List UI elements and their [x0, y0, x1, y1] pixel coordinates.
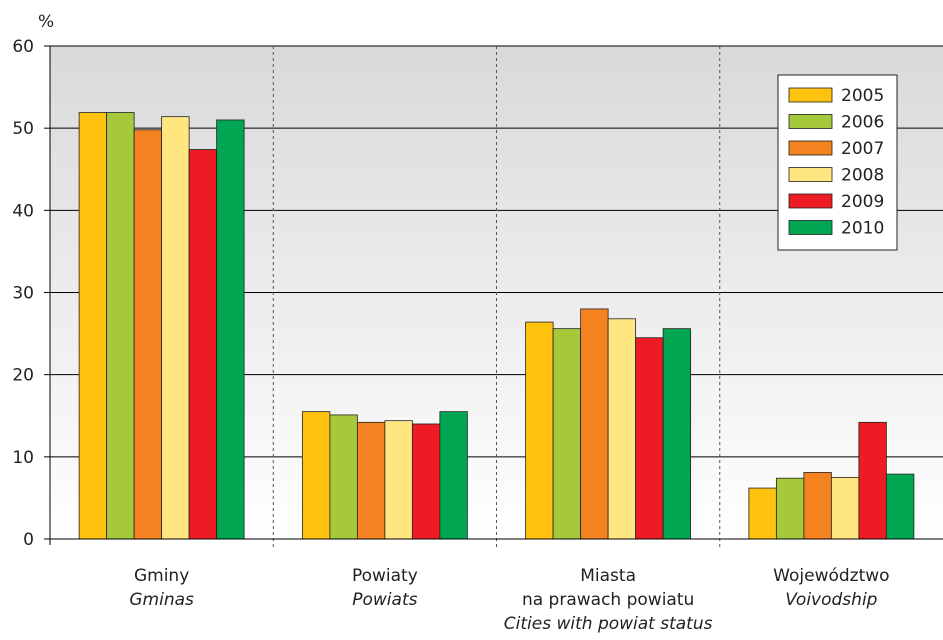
bar-2009-cat-4 — [858, 421, 887, 540]
bar-2005-cat-4 — [748, 487, 777, 540]
bar-2007-cat-3 — [580, 308, 609, 540]
bar-2006-cat-1 — [106, 112, 135, 540]
y-tick-label: 40 — [12, 201, 34, 221]
category-label-english: Cities with powiat status — [504, 614, 713, 634]
bar-2008-cat-1 — [161, 116, 190, 540]
y-tick-label: 0 — [23, 530, 34, 550]
bar-2010-cat-4 — [885, 473, 915, 540]
category-label: na prawach powiatu — [522, 590, 694, 610]
category-label-english: Gminas — [129, 590, 194, 610]
legend-label-2008: 2008 — [841, 166, 884, 186]
bar-2005-cat-1 — [78, 112, 108, 540]
axes — [44, 45, 943, 545]
bar-2005-cat-3 — [525, 321, 554, 540]
legend-label-2010: 2010 — [841, 219, 884, 239]
bar-2006-cat-3 — [552, 328, 582, 540]
legend-label-2007: 2007 — [841, 139, 884, 159]
bar-2007-cat-4 — [803, 472, 832, 540]
bar-2009-cat-1 — [188, 149, 218, 540]
y-tick-label: 60 — [12, 37, 34, 57]
bar-2007-cat-2 — [356, 421, 386, 540]
bar-2010-cat-2 — [439, 411, 468, 540]
legend-swatch-2007 — [788, 140, 833, 156]
category-label-english: Powiats — [352, 590, 417, 610]
bar-2008-cat-3 — [607, 318, 637, 540]
bar-2007-cat-1 — [133, 129, 163, 540]
bar-2010-cat-1 — [216, 119, 245, 540]
category-label-english: Voivodship — [785, 590, 877, 610]
bar-2005-cat-2 — [301, 411, 331, 540]
legend-swatch-2006 — [788, 114, 833, 129]
bar-2009-cat-2 — [411, 423, 441, 540]
legend-swatch-2009 — [788, 193, 833, 209]
legend-swatch-2008 — [788, 167, 833, 182]
y-tick-label: 10 — [12, 448, 34, 468]
y-tick-label: 20 — [12, 366, 34, 386]
bars — [78, 112, 915, 540]
bar-2009-cat-3 — [635, 337, 664, 540]
y-tick-labels: 0 10 20 30 40 50 60 — [12, 37, 34, 550]
y-tick-label: 50 — [12, 119, 34, 139]
legend-label-2009: 2009 — [841, 192, 884, 212]
y-axis-label: % — [38, 12, 54, 32]
y-tick-label: 30 — [12, 284, 34, 304]
legend-swatch-2005 — [788, 87, 833, 103]
bar-2006-cat-2 — [329, 414, 358, 540]
bar-2008-cat-4 — [830, 476, 860, 540]
category-label: Miasta — [580, 566, 636, 586]
category-label: Gminy — [134, 566, 189, 586]
bar-2006-cat-4 — [775, 477, 805, 540]
legend-label-2006: 2006 — [841, 113, 884, 133]
bar-2010-cat-3 — [662, 328, 692, 540]
legend: 2005 2006 2007 2008 2009 2010 — [777, 74, 898, 251]
legend-label-2005: 2005 — [841, 86, 884, 106]
category-label: Powiaty — [352, 566, 418, 586]
category-label: Województwo — [773, 566, 889, 586]
category-labels: Gminy Gminas Powiaty Powiats Miasta na prawac… — [129, 566, 889, 634]
bar-2008-cat-2 — [384, 420, 413, 540]
legend-swatch-2010 — [788, 220, 833, 235]
